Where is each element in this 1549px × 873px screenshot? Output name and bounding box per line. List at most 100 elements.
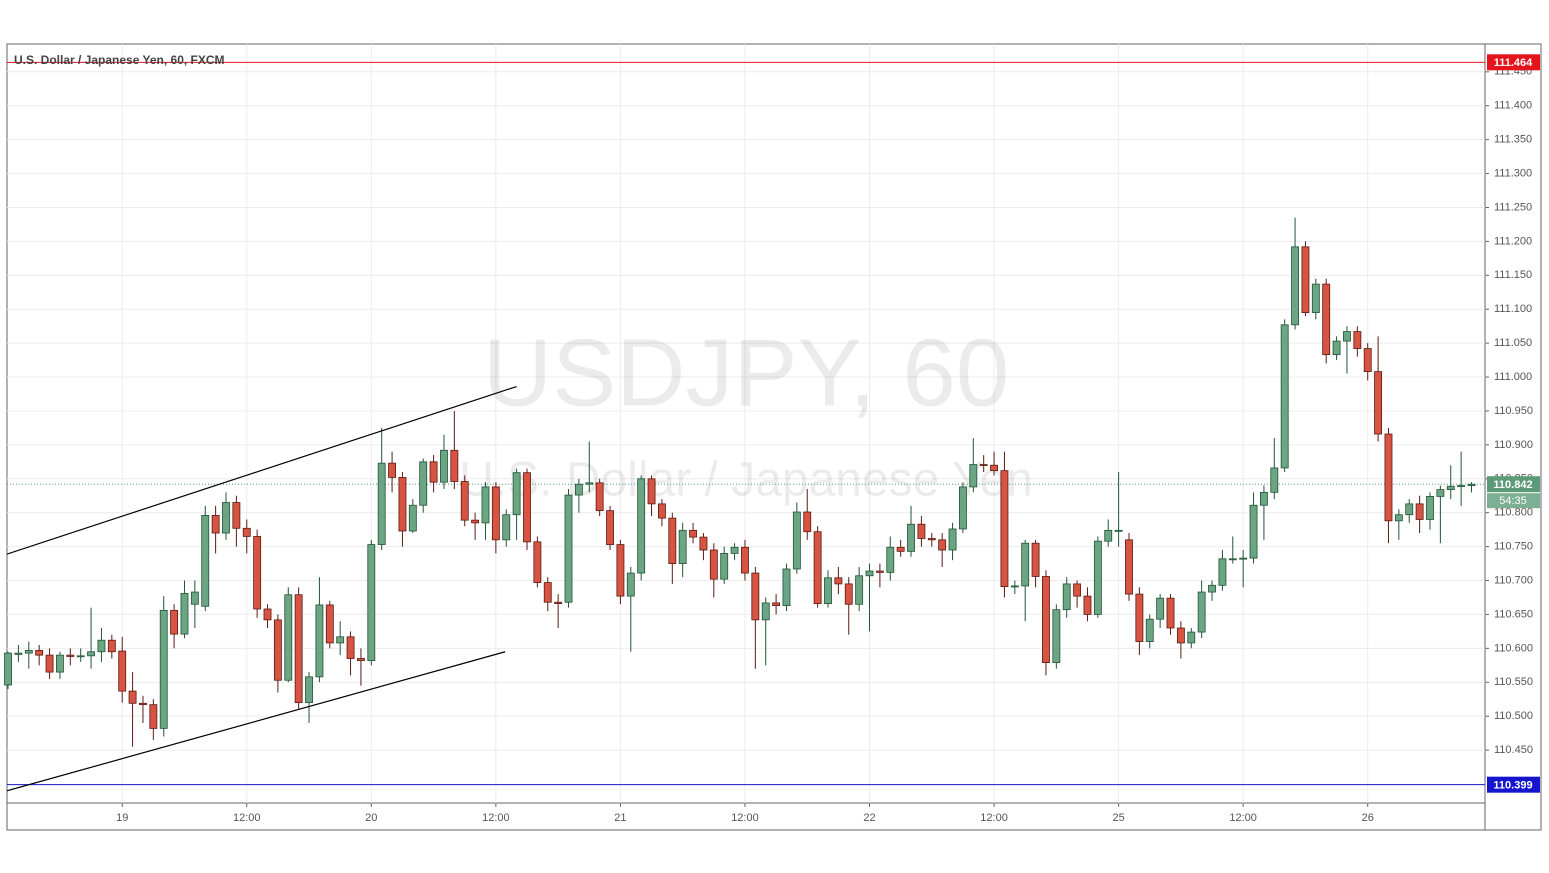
y-tick-label: 110.600 — [1494, 642, 1533, 654]
candle-body — [471, 519, 480, 524]
candle-body — [232, 502, 241, 529]
y-tick-label: 111.400 — [1494, 100, 1532, 112]
candle-body — [917, 523, 926, 539]
candle-body — [222, 502, 230, 534]
candle-body — [1259, 491, 1268, 506]
x-tick-label: 12:00 — [482, 812, 510, 824]
candle-body — [76, 655, 85, 658]
candle-body — [730, 546, 739, 554]
candle-body — [855, 575, 864, 605]
candle-body — [709, 549, 718, 580]
candle-body — [357, 658, 365, 661]
candle-body — [1322, 283, 1331, 356]
candle-body — [657, 503, 666, 519]
candle-body — [512, 472, 521, 516]
candle-body — [689, 529, 697, 538]
candle-body — [1114, 529, 1123, 532]
candle-body — [1374, 371, 1383, 435]
candle-body — [637, 478, 646, 574]
grid — [7, 44, 1485, 803]
y-tick-label: 110.950 — [1494, 405, 1533, 417]
candle-body — [1363, 348, 1372, 373]
frame — [6, 43, 1542, 831]
candle-body — [460, 481, 469, 521]
candle-body — [1031, 542, 1040, 577]
candle-body — [907, 523, 915, 552]
candle-body — [574, 483, 583, 496]
candle-body — [325, 604, 334, 644]
y-tick-label: 111.300 — [1494, 167, 1532, 179]
candle-body — [554, 601, 563, 604]
candle-body — [180, 593, 189, 635]
candle-body — [1394, 514, 1403, 522]
chart-title: U.S. Dollar / Japanese Yen, 60, FXCM — [14, 53, 225, 67]
y-tick-label: 111.350 — [1494, 134, 1532, 146]
candle-body — [159, 609, 168, 729]
y-tick-label: 110.800 — [1494, 507, 1533, 519]
candle-body — [886, 546, 895, 573]
candle-body — [398, 477, 407, 532]
y-tick-label: 110.450 — [1494, 744, 1533, 756]
x-tick-label: 19 — [116, 812, 128, 824]
x-tick-label: 20 — [365, 812, 377, 824]
candle-body — [429, 461, 438, 483]
candle-body — [969, 464, 978, 488]
candle-body — [824, 577, 832, 604]
candle-body — [450, 449, 459, 482]
last-price-label: 110.842 — [1493, 479, 1532, 491]
candle-body — [1073, 583, 1082, 597]
candle-body — [813, 531, 822, 604]
candle-body — [1457, 485, 1466, 487]
candle-body — [751, 572, 760, 621]
candle-body — [772, 602, 781, 607]
candle-body — [253, 536, 262, 610]
candle-body — [377, 462, 386, 545]
candle-body — [1249, 504, 1258, 559]
x-tick-label: 12:00 — [233, 812, 261, 824]
y-tick-label: 110.750 — [1494, 541, 1533, 553]
candle-body — [87, 651, 96, 657]
watermark-subtitle: U.S. Dollar / Japanese Yen — [459, 454, 1033, 507]
candle-body — [1467, 483, 1476, 486]
candle-body — [408, 504, 417, 532]
candle-body — [1291, 246, 1299, 326]
candle-body — [24, 649, 33, 654]
level-label: 110.399 — [1493, 780, 1532, 792]
candle-body — [1083, 595, 1092, 615]
y-tick-label: 111.250 — [1494, 201, 1532, 213]
y-tick-label: 111.100 — [1494, 303, 1532, 315]
countdown: 54:35 — [1499, 495, 1527, 507]
candle-body — [803, 511, 812, 533]
candle-body — [1426, 496, 1434, 520]
y-tick-label: 111.050 — [1494, 337, 1532, 349]
candle-body — [1093, 540, 1102, 615]
y-tick-label: 110.700 — [1494, 574, 1533, 586]
candle-body — [1280, 324, 1289, 469]
candle-body — [1145, 618, 1154, 642]
y-tick-label: 110.500 — [1494, 710, 1533, 722]
candle-body — [1311, 283, 1320, 314]
candle-body — [533, 541, 542, 583]
candle-body — [149, 704, 158, 729]
candle-body — [440, 449, 448, 483]
countdown-box — [1487, 493, 1540, 509]
candle-body — [419, 461, 428, 506]
candle-body — [626, 572, 635, 597]
candle-body — [865, 570, 874, 577]
x-tick-label: 12:00 — [731, 812, 759, 824]
candle-body — [595, 482, 604, 512]
x-tick-label: 21 — [614, 812, 626, 824]
candle-body — [1301, 246, 1310, 314]
candle-body — [1166, 597, 1175, 629]
candle-body — [56, 654, 64, 673]
candle-body — [896, 546, 905, 552]
marks — [4, 61, 1485, 792]
candle-body — [741, 546, 749, 574]
candle-body — [35, 649, 44, 656]
x-tick-label: 25 — [1112, 812, 1124, 824]
candle-body — [273, 619, 282, 681]
candle-body — [1405, 503, 1414, 516]
candle-body — [4, 652, 12, 686]
candle-body — [1239, 557, 1248, 560]
